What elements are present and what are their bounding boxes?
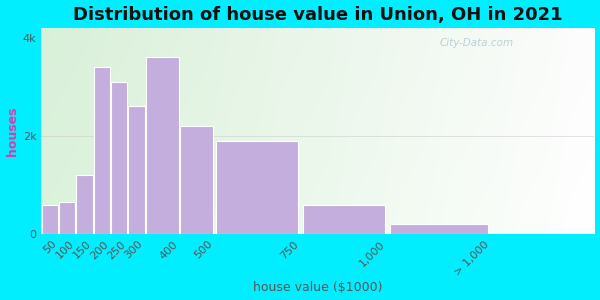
Bar — [94, 67, 110, 234]
Bar — [146, 57, 179, 234]
Bar — [216, 141, 298, 234]
Bar — [59, 202, 76, 234]
Title: Distribution of house value in Union, OH in 2021: Distribution of house value in Union, OH… — [73, 6, 563, 24]
Bar — [302, 205, 385, 234]
Bar — [41, 205, 58, 234]
Bar — [389, 224, 488, 234]
Y-axis label: houses: houses — [5, 106, 19, 156]
Bar — [181, 126, 213, 234]
Bar — [111, 82, 127, 234]
X-axis label: house value ($1000): house value ($1000) — [253, 281, 383, 294]
Bar — [76, 175, 92, 234]
Bar — [128, 106, 145, 234]
Text: City-Data.com: City-Data.com — [440, 38, 514, 48]
